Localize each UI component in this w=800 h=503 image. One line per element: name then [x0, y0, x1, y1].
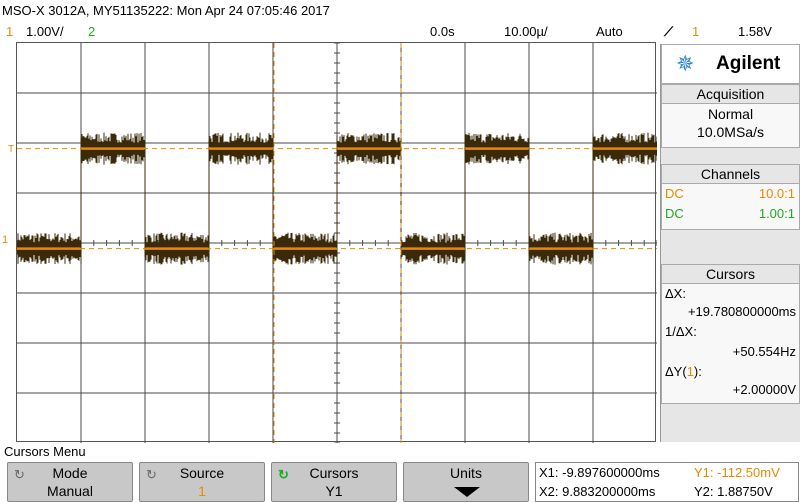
- cursors-softkey-value: Y1: [325, 483, 343, 499]
- ch2-probe: 1.00:1: [758, 206, 795, 221]
- rotate-knob-icon: ↻: [146, 467, 157, 482]
- y2-readout: Y2: 1.88750V: [694, 484, 773, 499]
- channels-header: Channels: [662, 165, 799, 184]
- inverse-delta-x-value: +50.554Hz: [732, 344, 796, 359]
- mode-softkey[interactable]: ↻ Mode Manual: [7, 462, 133, 502]
- cursors-section[interactable]: Cursors ΔX: +19.780800000ms 1/ΔX: +50.55…: [661, 264, 800, 404]
- waveform-display[interactable]: [16, 42, 657, 443]
- trigger-mode[interactable]: Auto: [596, 24, 623, 39]
- trigger-source[interactable]: 1: [692, 24, 700, 39]
- acquisition-mode: Normal: [707, 106, 754, 122]
- x2-readout: X2: 9.883200000ms: [539, 484, 656, 499]
- submenu-arrow-icon: [454, 487, 480, 497]
- time-delay[interactable]: 0.0s: [430, 24, 455, 39]
- sample-rate: 10.0MSa/s: [697, 124, 764, 140]
- cursors-softkey-label: Cursors: [309, 465, 359, 481]
- info-panel: ✵ Agilent Acquisition Normal 10.0MSa/s C…: [660, 44, 800, 442]
- inverse-delta-x-label: 1/ΔX:: [665, 324, 697, 339]
- time-scale[interactable]: 10.00µ/: [504, 24, 548, 39]
- channels-section[interactable]: Channels DC 10.0:1 DC 1.00:1: [661, 164, 800, 230]
- source-softkey-label: Source: [179, 465, 225, 481]
- delta-x-value: +19.780800000ms: [687, 304, 796, 319]
- status-bar: MSO-X 3012A, MY51135222: Mon Apr 24 07:0…: [0, 0, 800, 22]
- channel-2-row: DC 1.00:1: [662, 204, 799, 224]
- y1-readout: Y1: -112.50mV: [694, 465, 780, 480]
- agilent-spark-icon: ✵: [676, 51, 695, 76]
- trigger-level[interactable]: 1.58V: [738, 24, 772, 39]
- brand-name: Agilent: [716, 53, 781, 74]
- acquisition-section[interactable]: Acquisition Normal 10.0MSa/s: [661, 84, 800, 148]
- trigger-level-marker[interactable]: T: [8, 144, 15, 155]
- ch1-number[interactable]: 1: [6, 24, 14, 39]
- ch1-scale[interactable]: 1.00V/: [26, 24, 64, 39]
- ch1-coupling: DC: [665, 186, 684, 201]
- x1-readout: X1: -9.897600000ms: [539, 465, 660, 480]
- channel-1-row: DC 10.0:1: [662, 184, 799, 204]
- instrument-title: MSO-X 3012A, MY51135222: Mon Apr 24 07:0…: [2, 3, 330, 18]
- source-softkey-value: 1: [198, 483, 206, 499]
- rotate-knob-icon: ↻: [14, 467, 25, 482]
- ch2-number[interactable]: 2: [88, 24, 96, 39]
- waveform-svg: [17, 43, 657, 443]
- source-softkey[interactable]: ↻ Source 1: [139, 462, 265, 502]
- delta-y-value: +2.00000V: [732, 382, 796, 397]
- delta-y-label-channel: 1: [686, 364, 694, 379]
- units-softkey[interactable]: Units: [403, 462, 529, 502]
- trigger-edge-icon: ⟋: [664, 24, 674, 39]
- brand-box: ✵ Agilent: [661, 44, 800, 84]
- units-softkey-label: Units: [450, 465, 482, 481]
- acquisition-header: Acquisition: [662, 85, 799, 104]
- mode-softkey-value: Manual: [47, 483, 93, 499]
- channel-timebase-bar: 1 1.00V/ 2 0.0s 10.00µ/ Auto ⟋ 1 1.58V: [0, 22, 800, 42]
- delta-x-label: ΔX:: [665, 286, 686, 301]
- ch1-probe: 10.0:1: [758, 186, 795, 201]
- delta-y-label: ΔY(1):: [665, 364, 702, 379]
- menu-title: Cursors Menu: [4, 444, 86, 459]
- rotate-knob-active-icon: ↻: [278, 467, 289, 482]
- ch1-ground-marker[interactable]: 1: [2, 234, 9, 246]
- cursors-header: Cursors: [662, 265, 799, 284]
- ch2-coupling: DC: [665, 206, 684, 221]
- mode-softkey-label: Mode: [52, 465, 88, 481]
- delta-y-label-post: ):: [693, 364, 702, 379]
- delta-y-label-pre: ΔY(: [665, 364, 687, 379]
- cursors-softkey[interactable]: ↻ Cursors Y1: [271, 462, 397, 502]
- cursor-readout: X1: -9.897600000ms X2: 9.883200000ms Y1:…: [535, 462, 799, 502]
